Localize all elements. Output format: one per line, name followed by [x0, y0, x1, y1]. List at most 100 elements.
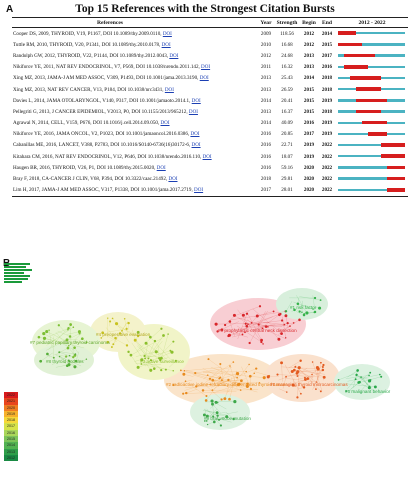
network-node — [225, 415, 229, 419]
year-cell: 2013 — [260, 75, 272, 82]
network-node — [160, 369, 163, 372]
table-row: Nikiforov YE, 2011, NAT REV ENDOCRINOL, … — [12, 62, 408, 73]
network-node — [345, 390, 347, 392]
network-node — [77, 330, 81, 334]
network-edge — [204, 408, 207, 421]
end-cell: 2018 — [321, 75, 333, 82]
network-node — [158, 357, 161, 360]
begin-cell: 2015 — [303, 97, 315, 104]
doi-link[interactable]: DOI — [164, 86, 174, 93]
begin-cell: 2013 — [303, 52, 315, 59]
network-edge — [279, 388, 287, 393]
cluster-labels: #0 prophylactic central neck dissection … — [30, 305, 391, 421]
network-node — [129, 353, 133, 357]
network-node — [369, 371, 372, 374]
network-edge — [184, 367, 222, 371]
strength-cell: 29.81 — [281, 176, 293, 183]
doi-link[interactable]: DOI — [202, 153, 212, 160]
network-edge — [58, 325, 66, 333]
end-cell: 2017 — [321, 52, 333, 59]
network-node — [217, 418, 221, 421]
network-node — [280, 361, 284, 365]
network-edge — [208, 359, 231, 375]
timeline-track — [338, 32, 405, 35]
burst-timeline-cell — [336, 184, 408, 197]
network-edge — [316, 362, 322, 386]
network-node — [48, 329, 50, 331]
network-edge — [358, 382, 374, 391]
network-edge — [213, 411, 238, 417]
network-edge — [212, 380, 227, 387]
network-edge — [298, 377, 305, 380]
end-cell: 2022 — [321, 153, 333, 160]
doi-link[interactable]: DOI — [191, 142, 201, 149]
network-node — [255, 367, 258, 370]
begin-cell: 2014 — [303, 75, 315, 82]
network-node — [42, 332, 46, 336]
doi-link[interactable]: DOI — [201, 64, 211, 71]
network-edge — [281, 366, 319, 370]
doi-link[interactable]: DOI — [162, 30, 172, 37]
doi-link[interactable]: DOI — [160, 120, 170, 127]
network-edge — [186, 388, 198, 394]
network-edge — [241, 366, 252, 389]
doi-link[interactable]: DOI — [161, 41, 171, 48]
network-edge — [230, 311, 286, 321]
doi-link[interactable]: DOI — [168, 176, 178, 183]
network-node — [133, 338, 137, 342]
doi-link[interactable]: DOI — [169, 52, 179, 59]
doi-link[interactable]: DOI — [188, 108, 198, 115]
network-edge — [362, 376, 370, 388]
network-node — [45, 330, 49, 334]
network-edge — [136, 341, 152, 361]
doi-link[interactable]: DOI — [194, 187, 204, 194]
scale-swatch: 2014 — [4, 442, 18, 449]
network-node — [220, 328, 224, 332]
table-row: Tuttle RM, 2010, THYROID, V20, P1341, DO… — [12, 39, 408, 50]
burst-timeline-cell — [336, 28, 408, 40]
network-node — [280, 319, 284, 322]
network-node — [100, 337, 103, 339]
network-node — [179, 369, 182, 372]
network-node — [172, 369, 174, 372]
burst-timeline-cell — [336, 118, 408, 129]
burst-timeline-cell — [336, 84, 408, 95]
reference-cell: Davies L, 2014, JAMA OTOLARYNGOL, V140, … — [13, 97, 201, 104]
doi-link[interactable]: DOI — [199, 75, 209, 82]
network-node — [292, 322, 295, 324]
network-edge — [75, 351, 80, 362]
network-edge — [55, 354, 75, 367]
network-node — [210, 399, 214, 403]
network-node — [170, 350, 174, 354]
network-node — [250, 321, 253, 324]
strength-cell: 20.41 — [281, 97, 293, 104]
burst-bar — [356, 98, 387, 103]
strength-cell: 22.71 — [281, 142, 293, 149]
network-edge — [183, 374, 194, 377]
scale-swatch: 2016 — [4, 429, 18, 437]
network-node — [293, 308, 296, 312]
network-edge — [292, 370, 325, 372]
reference-cell: Kitahara CM, 2016, NAT REV ENDOCRINOL, V… — [13, 153, 212, 160]
doi-link[interactable]: DOI — [191, 97, 201, 104]
network-edge — [136, 345, 162, 371]
year-cell: 2016 — [260, 164, 272, 171]
burst-bar — [356, 87, 381, 91]
header-strength: Strength — [274, 17, 300, 28]
network-node — [209, 383, 211, 386]
network-node — [110, 346, 113, 349]
doi-link[interactable]: DOI — [190, 131, 200, 138]
header-references: References — [12, 17, 258, 28]
network-edge — [209, 369, 220, 379]
network-edge — [227, 364, 250, 393]
network-node — [212, 415, 215, 418]
network-node — [183, 370, 186, 372]
network-node — [215, 411, 219, 415]
doi-link[interactable]: DOI — [156, 164, 166, 171]
cluster-label-8: #8 thyroid nodules — [46, 359, 84, 364]
table-row: Haugen BR, 2016, THYROID, V26, P1, DOI 1… — [12, 162, 408, 173]
network-edge — [208, 380, 242, 381]
scale-swatch: 2017 — [4, 423, 18, 430]
network-node — [53, 356, 55, 359]
network-node — [172, 340, 175, 343]
